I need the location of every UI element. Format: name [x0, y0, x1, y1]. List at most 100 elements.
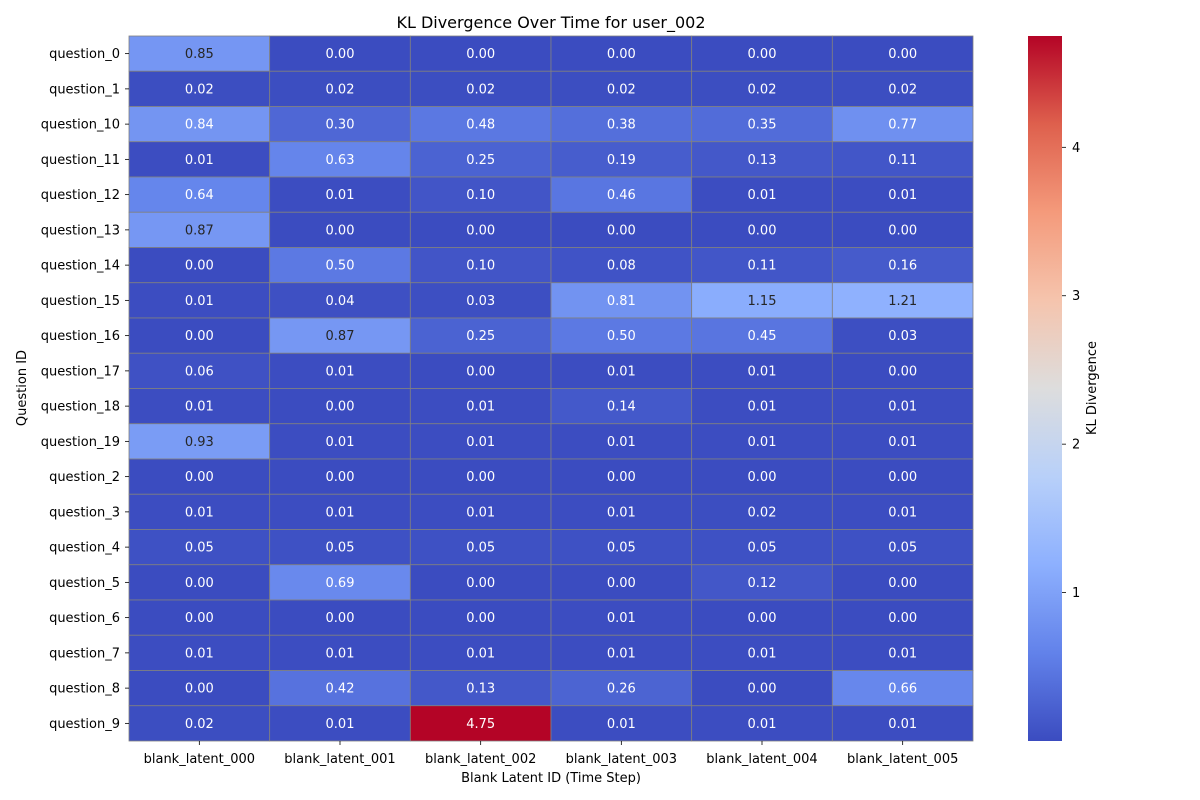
- cell-value-label: 0.01: [888, 435, 917, 450]
- heatmap-cell: [831, 211, 974, 248]
- cell-value-label: 0.01: [888, 646, 917, 661]
- heatmap-cell: [831, 670, 974, 707]
- heatmap-cell: [691, 141, 833, 178]
- heatmap-cell: [128, 458, 271, 495]
- cell-value-label: 0.01: [185, 646, 214, 661]
- cell-value-label: 0.05: [888, 541, 917, 556]
- x-tick-label: blank_latent_005: [847, 752, 958, 767]
- heatmap-cell: [691, 458, 833, 495]
- heatmap-cell: [128, 141, 271, 178]
- heatmap-cell: [831, 176, 974, 213]
- heatmap-cell: [691, 529, 833, 566]
- heatmap-cell: [831, 388, 974, 425]
- cell-value-label: 1.21: [888, 294, 917, 309]
- heatmap-cell: [269, 670, 411, 707]
- heatmap-cell: [269, 423, 411, 460]
- cell-value-label: 0.30: [326, 118, 355, 133]
- cell-value-label: 0.00: [748, 470, 777, 485]
- y-tick-label: question_17: [41, 364, 120, 379]
- cell-value-label: 0.01: [888, 717, 917, 732]
- cell-value-label: 0.13: [466, 682, 495, 697]
- heatmap-cell: [269, 705, 411, 742]
- cell-value-label: 0.01: [748, 717, 777, 732]
- y-tick-label: question_19: [41, 435, 120, 450]
- heatmap-cell: [550, 247, 693, 284]
- heatmap-cell: [831, 493, 974, 530]
- cell-value-label: 0.00: [185, 611, 214, 626]
- cell-value-label: 0.05: [607, 541, 636, 556]
- cell-value-label: 0.00: [466, 576, 495, 591]
- heatmap-cell: [128, 35, 271, 72]
- heatmap-cell: [550, 388, 693, 425]
- y-tick-label: question_4: [49, 541, 120, 556]
- y-tick-label: question_9: [49, 717, 120, 732]
- cell-value-label: 0.00: [888, 470, 917, 485]
- y-tick-label: question_3: [49, 505, 120, 520]
- x-axis-ticks: blank_latent_000 blank_latent_001 blank_la…: [144, 741, 958, 767]
- heatmap-cell: [691, 176, 833, 213]
- heatmap-cell: [128, 388, 271, 425]
- cell-value-label: 0.00: [466, 364, 495, 379]
- cell-value-label: 0.02: [326, 82, 355, 97]
- heatmap-cell: [831, 70, 974, 107]
- cell-value-label: 0.46: [607, 188, 636, 203]
- heatmap-cell: [409, 458, 552, 495]
- cell-value-label: 0.84: [185, 118, 214, 133]
- heatmap-cell: [128, 176, 271, 213]
- cell-value-label: 0.35: [748, 118, 777, 133]
- cell-value-label: 0.63: [326, 153, 355, 168]
- heatmap-cell: [269, 317, 411, 354]
- heatmap-cell: [269, 106, 411, 143]
- cell-value-label: 0.02: [748, 82, 777, 97]
- x-tick-label: blank_latent_003: [566, 752, 677, 767]
- heatmap-cell: [550, 176, 693, 213]
- cell-value-label: 0.01: [466, 505, 495, 520]
- cell-value-label: 0.00: [888, 364, 917, 379]
- cell-value-label: 0.11: [888, 153, 917, 168]
- cell-value-label: 0.50: [326, 259, 355, 274]
- cell-value-label: 0.05: [185, 541, 214, 556]
- heatmap-cell: [831, 247, 974, 284]
- heatmap-cell: [269, 247, 411, 284]
- heatmap-cell: [831, 705, 974, 742]
- cell-value-label: 0.01: [326, 188, 355, 203]
- heatmap-cell: [831, 141, 974, 178]
- heatmap-cell: [409, 599, 552, 636]
- cell-value-label: 0.16: [888, 259, 917, 274]
- heatmap-cell: [691, 352, 833, 389]
- heatmap-cell: [550, 599, 693, 636]
- cell-value-label: 0.01: [326, 505, 355, 520]
- cell-value-label: 0.01: [888, 188, 917, 203]
- cell-value-label: 0.01: [748, 435, 777, 450]
- cell-value-label: 0.66: [888, 682, 917, 697]
- heatmap-cell: [409, 35, 552, 72]
- heatmap-cell: [409, 529, 552, 566]
- cell-value-label: 0.00: [607, 47, 636, 62]
- cell-value-label: 0.08: [607, 259, 636, 274]
- cell-value-label: 0.01: [185, 400, 214, 415]
- cell-value-label: 4.75: [466, 717, 495, 732]
- heatmap-cell: [831, 458, 974, 495]
- cell-value-label: 0.02: [888, 82, 917, 97]
- heatmap-cell: [269, 35, 411, 72]
- cell-value-label: 0.00: [326, 611, 355, 626]
- cell-value-label: 0.00: [326, 400, 355, 415]
- cell-value-label: 0.03: [888, 329, 917, 344]
- heatmap-cell: [831, 106, 974, 143]
- cell-value-label: 0.00: [185, 259, 214, 274]
- heatmap-cell: [269, 352, 411, 389]
- heatmap-cell: [550, 705, 693, 742]
- heatmap-cell: [409, 493, 552, 530]
- heatmap-cell: [128, 493, 271, 530]
- heatmap-cell: [691, 211, 833, 248]
- cell-value-label: 0.69: [326, 576, 355, 591]
- cell-value-label: 0.85: [185, 47, 214, 62]
- cell-value-label: 0.38: [607, 118, 636, 133]
- cell-value-label: 0.00: [326, 470, 355, 485]
- y-tick-label: question_6: [49, 611, 120, 626]
- cell-value-label: 0.01: [185, 153, 214, 168]
- heatmap-cell: [831, 564, 974, 601]
- heatmap-cell: [269, 141, 411, 178]
- cell-value-label: 0.00: [466, 223, 495, 238]
- cell-value-label: 0.00: [748, 47, 777, 62]
